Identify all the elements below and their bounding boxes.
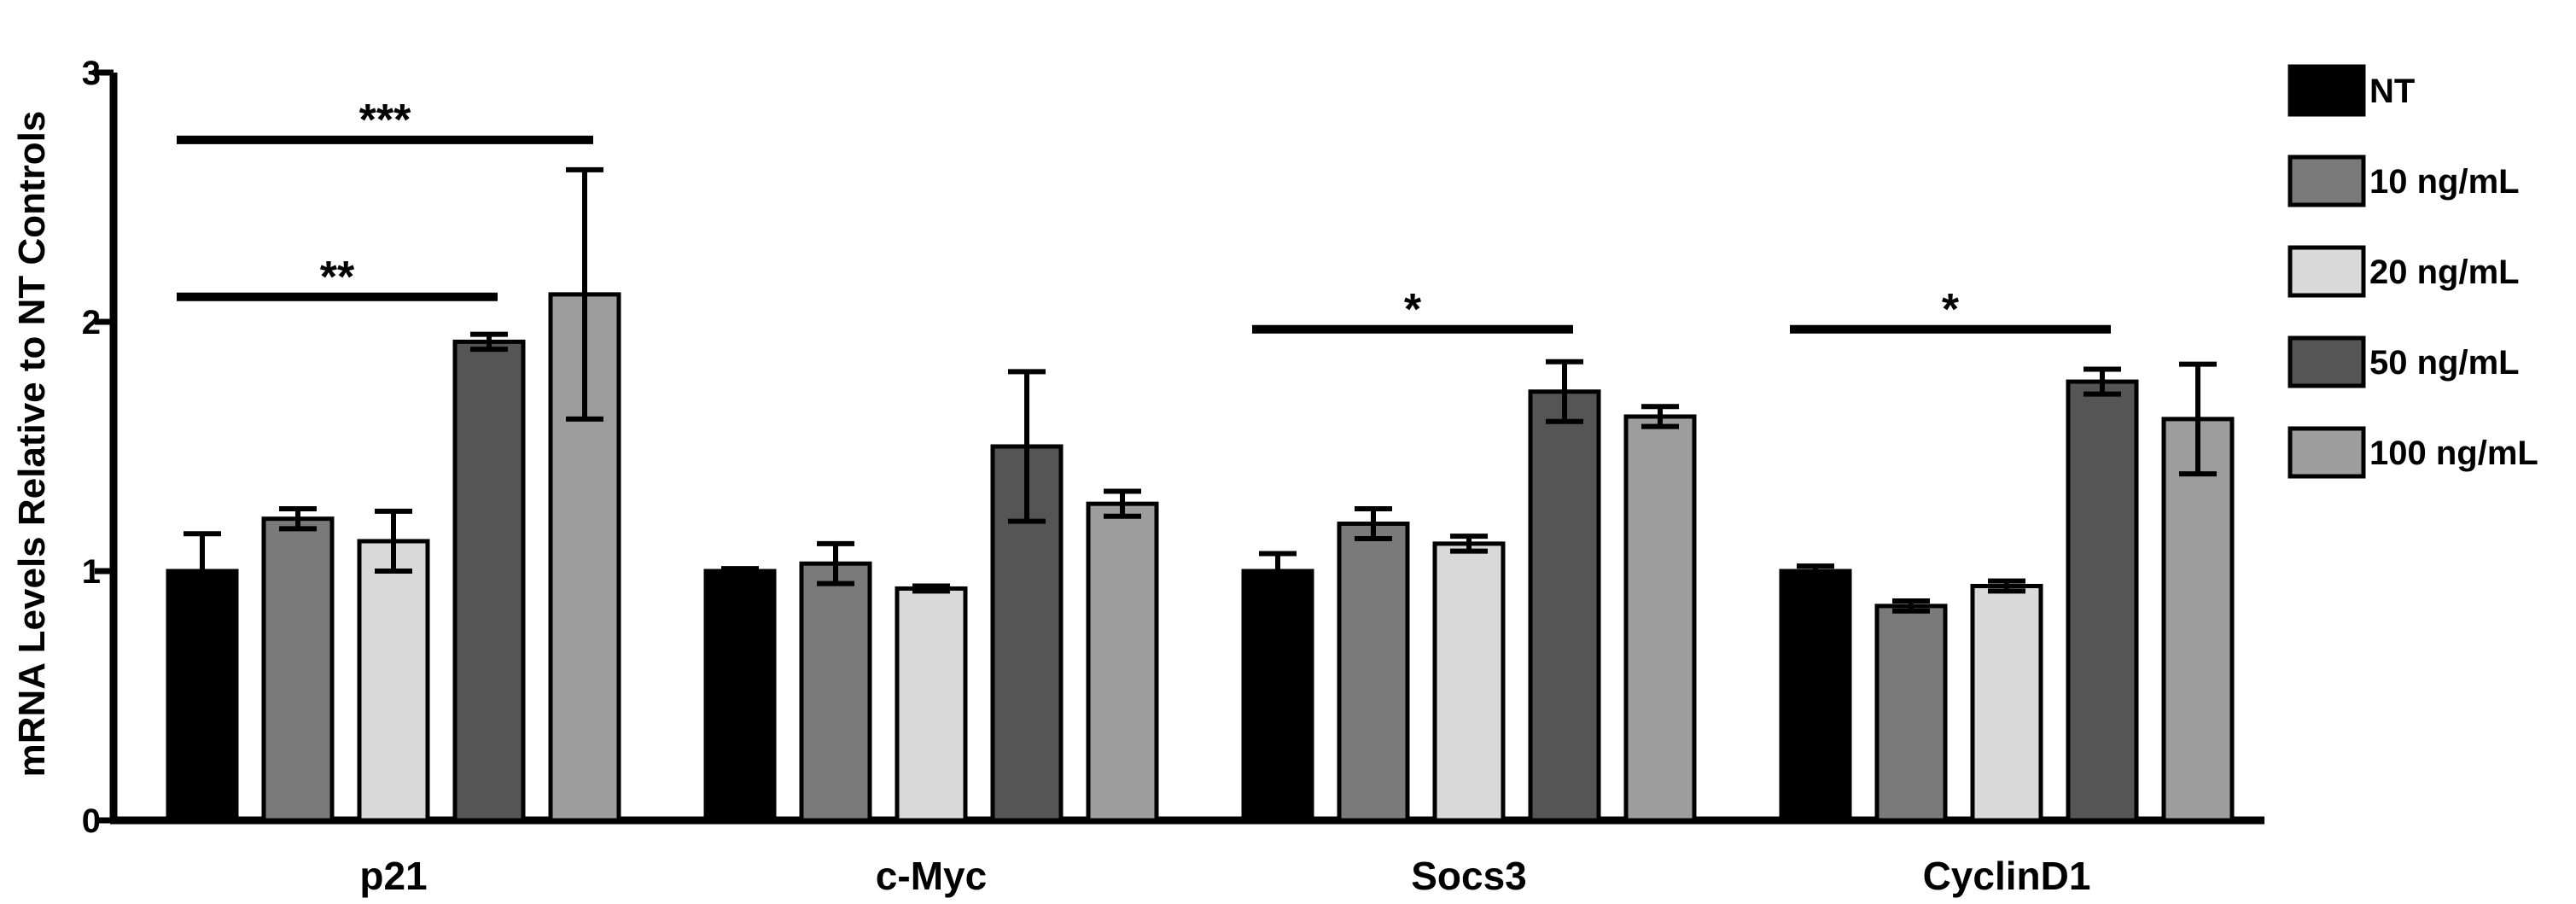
x-category-label: c-Myc [876, 854, 987, 898]
error-bars [184, 166, 2217, 614]
bar-socs3-4 [1623, 414, 1697, 823]
legend-swatch [2288, 155, 2366, 207]
significance-label: ** [320, 253, 355, 302]
significance-annotations: ****** * [177, 96, 2111, 335]
y-ticks: 0 1 2 3 [82, 55, 114, 840]
significance-label: * [1942, 285, 1960, 335]
legend-label: NT [2369, 73, 2415, 110]
legend-label: 100 ng/mL [2369, 435, 2538, 472]
legend-label: 10 ng/mL [2369, 163, 2520, 201]
legend-swatch [2288, 335, 2366, 388]
y-tick-label: 3 [82, 55, 101, 92]
x-category-label: Socs3 [1411, 854, 1527, 898]
significance-label: * [1404, 285, 1422, 335]
bar-c-myc-4 [1086, 501, 1159, 823]
bar-cyclind1-0 [1779, 569, 1852, 823]
legend-label: 20 ng/mL [2369, 254, 2520, 291]
legend: NT 10 ng/mL 20 ng/mL 50 ng/mL 100 ng/mL [2288, 64, 2538, 479]
bar-c-myc-1 [799, 561, 872, 823]
bar-c-myc-0 [703, 569, 777, 823]
legend-label: 50 ng/mL [2369, 344, 2520, 382]
bar-cyclind1-1 [1874, 604, 1948, 823]
y-tick-label: 2 [82, 304, 101, 341]
legend-swatch [2288, 245, 2366, 298]
y-axis-title: mRNA Levels Relative to NT Controls [11, 111, 53, 778]
legend-swatch [2288, 426, 2366, 479]
bar-cyclind1-4 [2161, 417, 2235, 823]
bar-socs3-3 [1528, 389, 1601, 823]
bar-socs3-1 [1337, 522, 1410, 823]
y-tick-label: 1 [82, 553, 101, 591]
bar-c-myc-2 [895, 586, 968, 823]
bar-p21-3 [452, 339, 526, 823]
x-category-label: CyclinD1 [1923, 854, 2091, 898]
x-category-label: p21 [359, 854, 427, 898]
significance-label: *** [359, 96, 411, 145]
bar-p21-1 [261, 516, 335, 823]
y-tick-label: 0 [82, 802, 101, 840]
bar-cyclind1-2 [1970, 584, 2043, 823]
bar-cyclind1-3 [2066, 379, 2139, 823]
x-labels: p21 c-Myc Socs3 CyclinD1 [359, 854, 2090, 898]
bar-socs3-2 [1432, 541, 1506, 823]
bars [166, 292, 2235, 823]
bar-p21-2 [357, 539, 430, 823]
bar-socs3-0 [1241, 569, 1314, 823]
legend-swatch [2288, 64, 2366, 117]
